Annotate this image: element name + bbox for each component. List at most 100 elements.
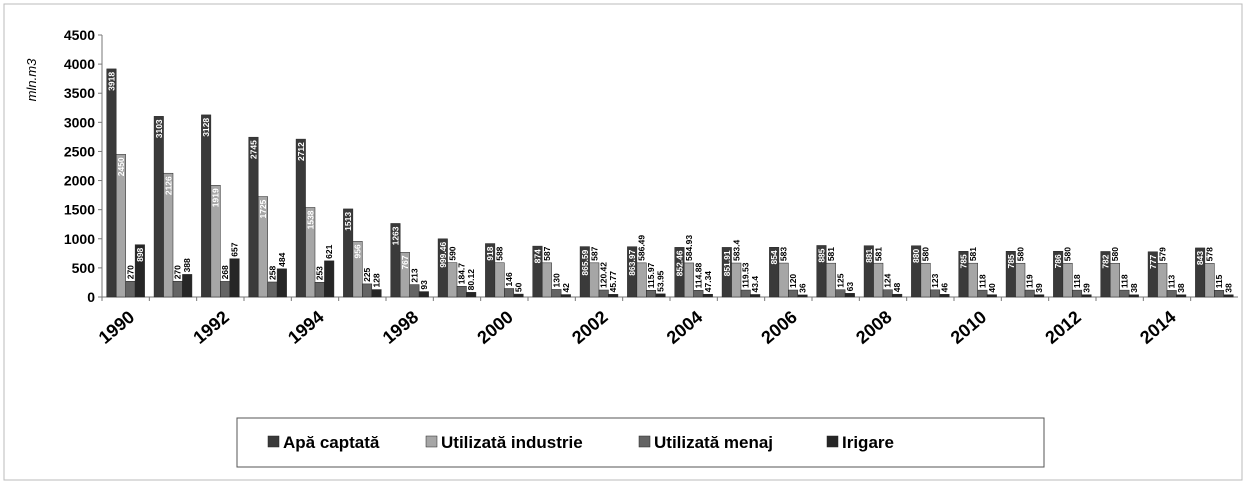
data-label: 1263 [390, 226, 400, 245]
bar [731, 262, 742, 298]
data-label: 782 [1100, 254, 1110, 268]
bar [371, 289, 382, 298]
data-label: 1513 [343, 212, 353, 231]
data-label: 39 [1082, 283, 1092, 293]
bar [153, 116, 164, 298]
data-label: 885 [816, 248, 826, 262]
bar [513, 293, 524, 298]
data-label: 918 [485, 246, 495, 260]
bar [115, 154, 126, 298]
legend-label: Apă captată [283, 433, 380, 452]
data-label: 118 [1072, 274, 1082, 288]
bar [267, 281, 278, 298]
bar [693, 290, 704, 298]
bar [201, 114, 212, 298]
data-label: 45.77 [608, 271, 618, 293]
y-tick-label: 4000 [64, 56, 95, 72]
bar [504, 288, 515, 298]
data-label: 863.97 [627, 249, 637, 275]
bar [1034, 294, 1045, 298]
bar [257, 196, 268, 298]
data-label: 3128 [201, 118, 211, 137]
data-label: 588 [495, 246, 505, 260]
data-label: 38 [1176, 283, 1186, 293]
data-label: 38 [1129, 283, 1139, 293]
bar [702, 293, 713, 298]
data-label: 956 [353, 244, 363, 258]
bar [825, 262, 836, 298]
data-label: 580 [1063, 247, 1073, 261]
bar [1072, 289, 1083, 298]
bar [930, 289, 941, 298]
data-label: 581 [968, 247, 978, 261]
bar [646, 289, 657, 298]
bar [939, 294, 950, 298]
bar [873, 262, 884, 298]
data-label: 63 [845, 282, 855, 292]
bar [750, 294, 761, 298]
data-label: 38 [1224, 283, 1234, 293]
bar [636, 262, 647, 298]
data-label: 270 [125, 265, 135, 279]
bar [134, 244, 145, 298]
bar [655, 293, 666, 298]
bar [295, 138, 306, 298]
bar [1024, 289, 1035, 298]
x-tick-label: 2010 [947, 307, 991, 348]
legend-swatch [425, 435, 438, 448]
data-label: 39 [1034, 283, 1044, 293]
bar [106, 68, 117, 298]
bar [1204, 263, 1215, 298]
data-label: 123 [930, 273, 940, 287]
y-tick-label: 1000 [64, 231, 95, 247]
x-tick-label: 2004 [663, 307, 707, 348]
data-label: 119.53 [741, 262, 751, 288]
bar [844, 293, 855, 298]
data-label: 1538 [305, 210, 315, 229]
x-tick-label: 2000 [473, 307, 517, 348]
bar [466, 292, 477, 298]
bar [1223, 294, 1234, 298]
bar [920, 262, 931, 298]
data-label: 898 [135, 247, 145, 261]
data-label: 580 [1015, 247, 1025, 261]
bar [456, 285, 467, 298]
y-axis-label: mln.m3 [24, 58, 39, 101]
bar [892, 293, 903, 298]
data-label: 3918 [106, 72, 116, 91]
data-label: 3103 [154, 119, 164, 138]
data-label: 118 [1119, 274, 1129, 288]
data-label: 119 [1025, 274, 1035, 288]
data-label: 253 [315, 266, 325, 280]
data-label: 125 [835, 273, 845, 287]
bar [740, 289, 751, 298]
data-label: 270 [173, 265, 183, 279]
bar [409, 284, 420, 298]
legend-label: Utilizată industrie [441, 433, 583, 452]
bar [125, 281, 136, 298]
data-label: 124 [883, 273, 893, 287]
data-label: 184.7 [457, 263, 467, 285]
bar [967, 262, 978, 298]
bar [362, 283, 373, 298]
bar [276, 268, 287, 298]
data-label: 767 [400, 255, 410, 269]
data-label: 388 [182, 258, 192, 272]
data-label: 583.4 [731, 239, 741, 261]
bar [608, 294, 619, 298]
data-label: 113 [1167, 274, 1177, 288]
data-label: 118 [977, 274, 987, 288]
x-tick-label: 2008 [852, 307, 896, 348]
data-label: 584.93 [684, 235, 694, 261]
data-label: 777 [1148, 254, 1158, 268]
y-tick-label: 1500 [64, 202, 95, 218]
bar [1015, 262, 1026, 298]
x-tick-label: 1998 [379, 307, 423, 348]
bar [305, 207, 316, 298]
data-label: 621 [324, 244, 334, 258]
data-label: 843 [1195, 251, 1205, 265]
data-label: 785 [1006, 254, 1016, 268]
bar [797, 294, 808, 298]
chart-frame [3, 3, 1243, 481]
